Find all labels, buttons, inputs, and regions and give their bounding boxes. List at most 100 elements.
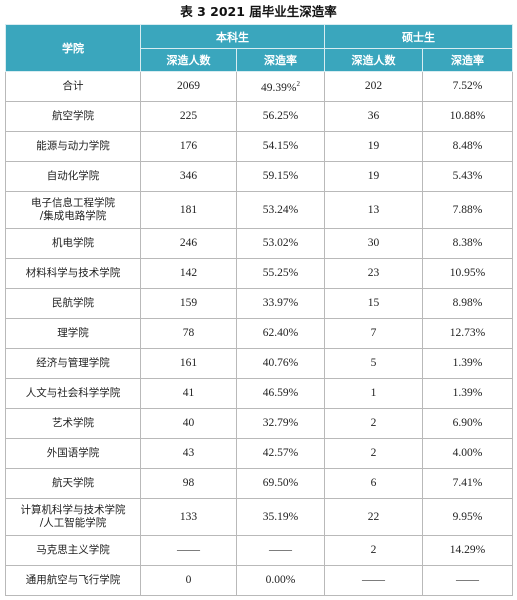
graduate-further-study-table: 学院 本科生 硕士生 深造人数 深造率 深造人数 深造率 合计 2069 49.39… (5, 24, 513, 596)
school-name: 电子信息工程学院 (31, 197, 115, 209)
school-name-cell: 经济与管理学院 (5, 348, 141, 379)
undergrad-rate-value: 59.15% (262, 170, 299, 182)
undergrad-count-cell: 161 (140, 348, 237, 379)
table-row: 人文与社会科学学院 41 46.59% 1 1.39% (5, 378, 513, 409)
undergrad-rate-value: 0.00% (265, 574, 296, 586)
undergrad-count-cell: 176 (140, 131, 237, 162)
undergrad-rate-cell: 59.15% (236, 161, 325, 192)
master-rate-cell: 6.90% (422, 408, 513, 439)
master-rate-value: —— (456, 574, 479, 586)
undergrad-count-cell: 78 (140, 318, 237, 349)
master-rate-cell: 1.39% (422, 378, 513, 409)
school-name: 经济与管理学院 (36, 357, 110, 369)
undergrad-count-value: 0 (185, 574, 192, 586)
school-name-cell: 合计 (5, 71, 141, 102)
undergrad-rate-cell: 53.24% (236, 191, 325, 229)
school-name-cell: 电子信息工程学院/集成电路学院 (5, 191, 141, 229)
master-rate-value: 14.29% (449, 544, 486, 556)
master-rate-cell: 10.88% (422, 101, 513, 132)
master-rate-value: 4.00% (452, 447, 483, 459)
school-name: 人文与社会科学学院 (25, 387, 121, 399)
master-count-value: 7 (370, 327, 377, 339)
master-rate-value: 8.38% (452, 237, 483, 249)
undergrad-rate-value: 69.50% (262, 477, 299, 489)
master-rate-cell: 9.95% (422, 498, 513, 536)
master-count-value: 13 (367, 203, 380, 216)
school-name-cell: 材料科学与技术学院 (5, 258, 141, 289)
master-count-cell: 19 (324, 131, 423, 162)
master-count-value: 202 (364, 80, 383, 92)
undergrad-rate-cell: 40.76% (236, 348, 325, 379)
school-name-cell: 航天学院 (5, 468, 141, 499)
table-row: 理学院 78 62.40% 7 12.73% (5, 318, 513, 349)
master-count-value: —— (362, 574, 385, 586)
master-rate-value: 10.88% (449, 110, 486, 122)
master-rate-value: 6.90% (452, 417, 483, 429)
undergrad-count-value: 98 (182, 477, 195, 489)
school-name: 自动化学院 (46, 170, 100, 182)
master-count-value: 1 (370, 387, 377, 399)
table-row: 航天学院 98 69.50% 6 7.41% (5, 468, 513, 499)
master-count-cell: 19 (324, 161, 423, 192)
master-count-cell: 7 (324, 318, 423, 349)
header-master-count: 深造人数 (324, 48, 423, 72)
undergrad-rate-cell: 55.25% (236, 258, 325, 289)
school-name-cell: 人文与社会科学学院 (5, 378, 141, 409)
undergrad-rate-value: 33.97% (262, 297, 299, 309)
master-rate-cell: 12.73% (422, 318, 513, 349)
master-count-cell: 5 (324, 348, 423, 379)
undergrad-count-cell: 181 (140, 191, 237, 229)
table-row: 合计 2069 49.39%2 202 7.52% (5, 71, 513, 102)
undergrad-count-value: 78 (182, 327, 195, 339)
undergrad-count-value: 159 (179, 297, 198, 309)
table-row: 计算机科学与技术学院/人工智能学院 133 35.19% 22 9.95% (5, 498, 513, 536)
undergrad-count-value: 142 (179, 267, 198, 279)
school-name: 机电学院 (52, 237, 94, 249)
undergrad-count-cell: 41 (140, 378, 237, 409)
master-count-value: 22 (367, 510, 380, 523)
table-row: 能源与动力学院 176 54.15% 19 8.48% (5, 131, 513, 162)
undergrad-count-cell: 40 (140, 408, 237, 439)
undergrad-rate-value: 46.59% (262, 387, 299, 399)
master-rate-value: 5.43% (452, 170, 483, 182)
master-rate-value: 12.73% (449, 327, 486, 339)
master-rate-cell: 8.38% (422, 228, 513, 259)
master-count-value: 2 (370, 447, 377, 459)
undergrad-count-cell: 98 (140, 468, 237, 499)
undergrad-rate-value: 56.25% (262, 110, 299, 122)
master-count-cell: 15 (324, 288, 423, 319)
master-count-cell: 6 (324, 468, 423, 499)
undergrad-rate-cell: 56.25% (236, 101, 325, 132)
table-caption: 表 3 2021 届毕业生深造率 (180, 4, 337, 19)
school-name-cell: 机电学院 (5, 228, 141, 259)
undergrad-rate-value: —— (269, 544, 292, 556)
undergrad-count-value: 181 (179, 203, 198, 216)
table-row: 航空学院 225 56.25% 36 10.88% (5, 101, 513, 132)
undergrad-count-cell: 225 (140, 101, 237, 132)
table-row: 自动化学院 346 59.15% 19 5.43% (5, 161, 513, 192)
master-count-value: 19 (367, 140, 380, 152)
master-rate-value: 10.95% (449, 267, 486, 279)
undergrad-rate-value: 54.15% (262, 140, 299, 152)
undergrad-count-value: 133 (179, 510, 198, 523)
master-count-cell: 23 (324, 258, 423, 289)
undergrad-count-value: 41 (182, 387, 195, 399)
school-name-line2: /人工智能学院 (39, 517, 107, 529)
header-master: 硕士生 (324, 24, 513, 49)
master-rate-cell: 5.43% (422, 161, 513, 192)
school-name: 理学院 (57, 327, 89, 339)
school-name: 民航学院 (52, 297, 94, 309)
master-count-cell: 2 (324, 408, 423, 439)
undergrad-count-value: 161 (179, 357, 198, 369)
master-rate-cell: 1.39% (422, 348, 513, 379)
master-rate-value: 8.48% (452, 140, 483, 152)
school-name-cell: 通用航空与飞行学院 (5, 565, 141, 596)
undergrad-count-cell: 43 (140, 438, 237, 469)
table-row: 经济与管理学院 161 40.76% 5 1.39% (5, 348, 513, 379)
school-name: 计算机科学与技术学院 (20, 504, 126, 516)
master-rate-cell: 10.95% (422, 258, 513, 289)
table-row: 外国语学院 43 42.57% 2 4.00% (5, 438, 513, 469)
school-name: 材料科学与技术学院 (25, 267, 121, 279)
school-name: 艺术学院 (52, 417, 94, 429)
school-name: 马克思主义学院 (36, 544, 110, 556)
